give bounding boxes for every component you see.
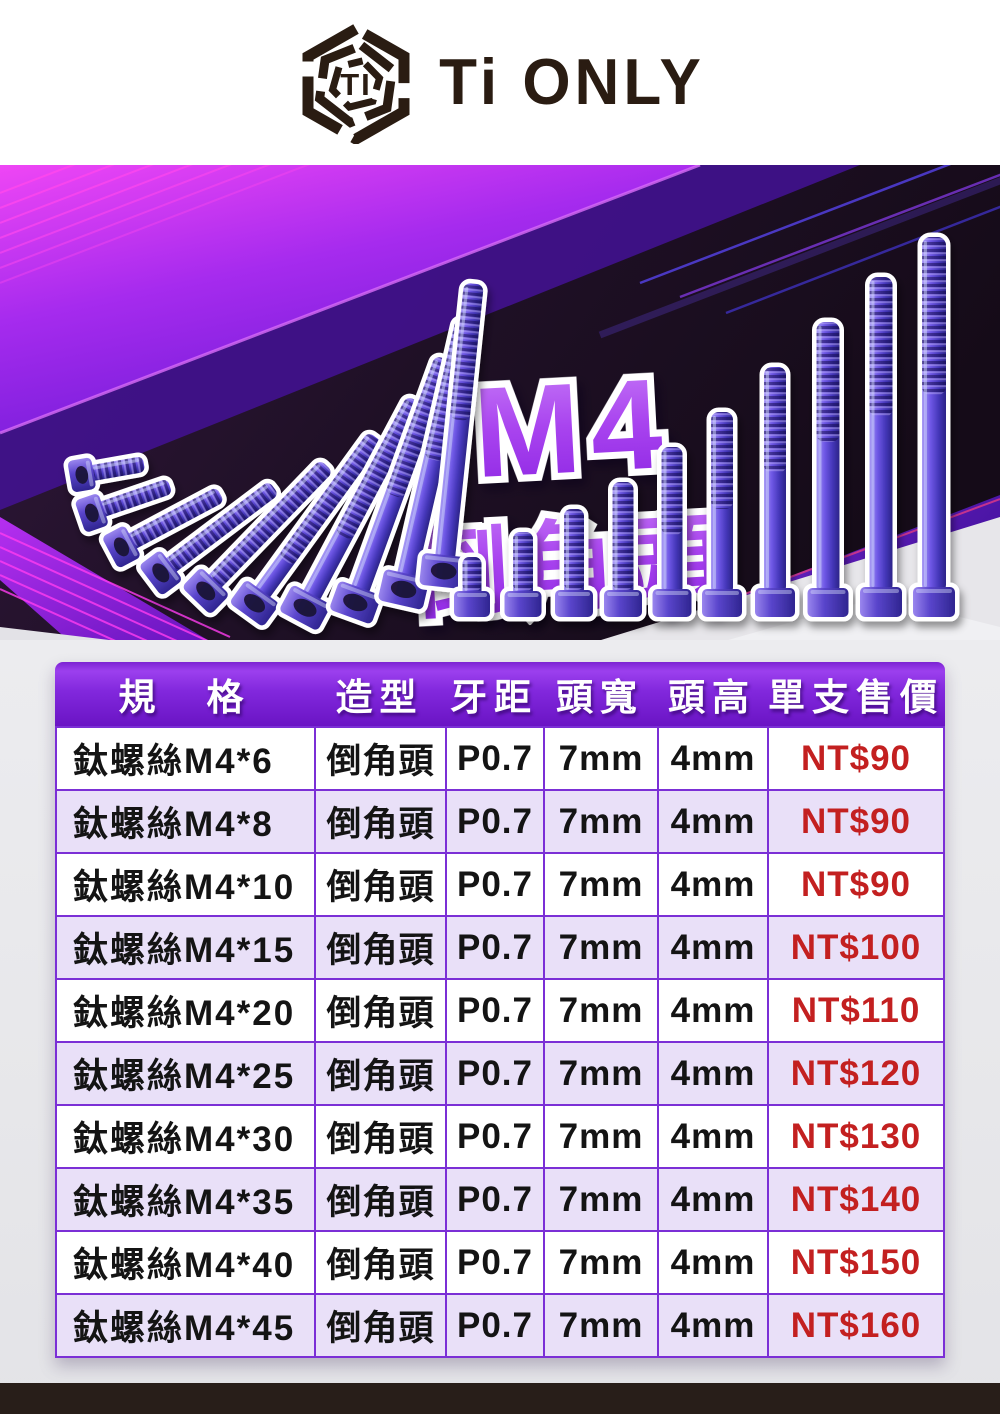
table-row: 鈦螺絲M4*40 倒角頭 P0.7 7mm 4mm NT$150 [55, 1230, 945, 1293]
logo-monogram: TI [340, 67, 372, 102]
cell-spec: 鈦螺絲M4*15 [55, 915, 314, 978]
cell-pitch: P0.7 [445, 1293, 543, 1358]
logo-band: TI Ti ONLY [0, 0, 1000, 165]
cell-head-height: 4mm [657, 978, 767, 1041]
cell-head-width: 7mm [543, 978, 657, 1041]
cell-head-height: 4mm [657, 1230, 767, 1293]
cell-spec: 鈦螺絲M4*35 [55, 1167, 314, 1230]
cell-spec: 鈦螺絲M4*25 [55, 1041, 314, 1104]
cell-style: 倒角頭 [314, 1104, 445, 1167]
header-style: 造型 [314, 662, 445, 726]
spec-table: 規 格 造型 牙距 頭寬 頭高 單支售價 鈦螺絲M4*6 倒角頭 P0.7 7mm 4m… [55, 662, 945, 1358]
cell-pitch: P0.7 [445, 1167, 543, 1230]
cell-head-width: 7mm [543, 852, 657, 915]
table-row: 鈦螺絲M4*10 倒角頭 P0.7 7mm 4mm NT$90 [55, 852, 945, 915]
table-row: 鈦螺絲M4*30 倒角頭 P0.7 7mm 4mm NT$130 [55, 1104, 945, 1167]
cell-price: NT$150 [767, 1230, 945, 1293]
header-spec: 規 格 [55, 662, 314, 726]
cell-head-height: 4mm [657, 726, 767, 789]
brand-wordmark: Ti ONLY [439, 46, 705, 119]
table-row: 鈦螺絲M4*25 倒角頭 P0.7 7mm 4mm NT$120 [55, 1041, 945, 1104]
cell-style: 倒角頭 [314, 1167, 445, 1230]
spec-table-body: 鈦螺絲M4*6 倒角頭 P0.7 7mm 4mm NT$90 鈦螺絲M4*8 倒角頭 P0.7 7… [55, 726, 945, 1358]
cell-price: NT$90 [767, 726, 945, 789]
cell-head-width: 7mm [543, 1230, 657, 1293]
cell-pitch: P0.7 [445, 978, 543, 1041]
cell-pitch: P0.7 [445, 1104, 543, 1167]
cell-price: NT$110 [767, 978, 945, 1041]
table-row: 鈦螺絲M4*35 倒角頭 P0.7 7mm 4mm NT$140 [55, 1167, 945, 1230]
cell-price: NT$100 [767, 915, 945, 978]
table-row: 鈦螺絲M4*6 倒角頭 P0.7 7mm 4mm NT$90 [55, 726, 945, 789]
header-price: 單支售價 [767, 662, 945, 726]
cell-style: 倒角頭 [314, 1293, 445, 1358]
cell-spec: 鈦螺絲M4*40 [55, 1230, 314, 1293]
cell-pitch: P0.7 [445, 1230, 543, 1293]
cell-head-height: 4mm [657, 1041, 767, 1104]
header-head-width: 頭寬 [543, 662, 657, 726]
footer-bar [0, 1383, 1000, 1414]
cell-spec: 鈦螺絲M4*45 [55, 1293, 314, 1358]
cell-pitch: P0.7 [445, 1041, 543, 1104]
cell-spec: 鈦螺絲M4*20 [55, 978, 314, 1041]
cell-style: 倒角頭 [314, 978, 445, 1041]
cell-price: NT$160 [767, 1293, 945, 1358]
cell-spec: 鈦螺絲M4*6 [55, 726, 314, 789]
cell-price: NT$120 [767, 1041, 945, 1104]
table-row: 鈦螺絲M4*45 倒角頭 P0.7 7mm 4mm NT$160 [55, 1293, 945, 1358]
cell-spec: 鈦螺絲M4*30 [55, 1104, 314, 1167]
cell-price: NT$90 [767, 789, 945, 852]
cell-head-width: 7mm [543, 789, 657, 852]
cell-style: 倒角頭 [314, 789, 445, 852]
cell-head-width: 7mm [543, 1293, 657, 1358]
cell-pitch: P0.7 [445, 726, 543, 789]
cell-style: 倒角頭 [314, 852, 445, 915]
cell-pitch: P0.7 [445, 852, 543, 915]
cell-head-width: 7mm [543, 1041, 657, 1104]
cell-pitch: P0.7 [445, 915, 543, 978]
header-head-height: 頭高 [657, 662, 767, 726]
table-row: 鈦螺絲M4*20 倒角頭 P0.7 7mm 4mm NT$110 [55, 978, 945, 1041]
spec-sheet: 規 格 造型 牙距 頭寬 頭高 單支售價 鈦螺絲M4*6 倒角頭 P0.7 7mm 4m… [55, 662, 945, 1358]
table-header-row: 規 格 造型 牙距 頭寬 頭高 單支售價 [55, 662, 945, 726]
cell-head-width: 7mm [543, 726, 657, 789]
cell-head-width: 7mm [543, 1167, 657, 1230]
titanium-screws-illustration [63, 232, 960, 635]
cell-price: NT$90 [767, 852, 945, 915]
cell-pitch: P0.7 [445, 789, 543, 852]
cell-style: 倒角頭 [314, 915, 445, 978]
brand-hexagon-logo-icon: TI [302, 22, 410, 144]
table-row: 鈦螺絲M4*15 倒角頭 P0.7 7mm 4mm NT$100 [55, 915, 945, 978]
cell-head-height: 4mm [657, 1167, 767, 1230]
cell-price: NT$130 [767, 1104, 945, 1167]
cell-head-height: 4mm [657, 1293, 767, 1358]
cell-style: 倒角頭 [314, 1041, 445, 1104]
cell-head-height: 4mm [657, 789, 767, 852]
cell-price: NT$140 [767, 1167, 945, 1230]
table-row: 鈦螺絲M4*8 倒角頭 P0.7 7mm 4mm NT$90 [55, 789, 945, 852]
cell-spec: 鈦螺絲M4*10 [55, 852, 314, 915]
cell-head-height: 4mm [657, 915, 767, 978]
header-pitch: 牙距 [445, 662, 543, 726]
hero-banner: M4 M4 倒角頭 倒角頭 [0, 165, 1000, 665]
cell-head-height: 4mm [657, 852, 767, 915]
cell-head-width: 7mm [543, 915, 657, 978]
cell-head-height: 4mm [657, 1104, 767, 1167]
cell-style: 倒角頭 [314, 726, 445, 789]
cell-spec: 鈦螺絲M4*8 [55, 789, 314, 852]
cell-head-width: 7mm [543, 1104, 657, 1167]
cell-style: 倒角頭 [314, 1230, 445, 1293]
